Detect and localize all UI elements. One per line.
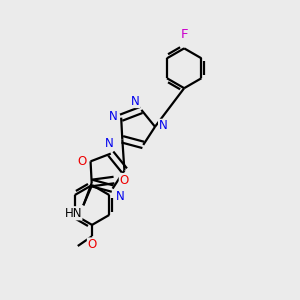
Text: O: O	[77, 155, 86, 168]
Text: HN: HN	[64, 207, 82, 220]
Text: N: N	[116, 190, 125, 203]
Text: N: N	[109, 110, 118, 123]
Text: N: N	[131, 94, 140, 107]
Text: O: O	[87, 238, 97, 251]
Text: N: N	[105, 137, 114, 150]
Text: F: F	[180, 28, 188, 41]
Text: N: N	[159, 119, 167, 132]
Text: O: O	[119, 173, 129, 187]
